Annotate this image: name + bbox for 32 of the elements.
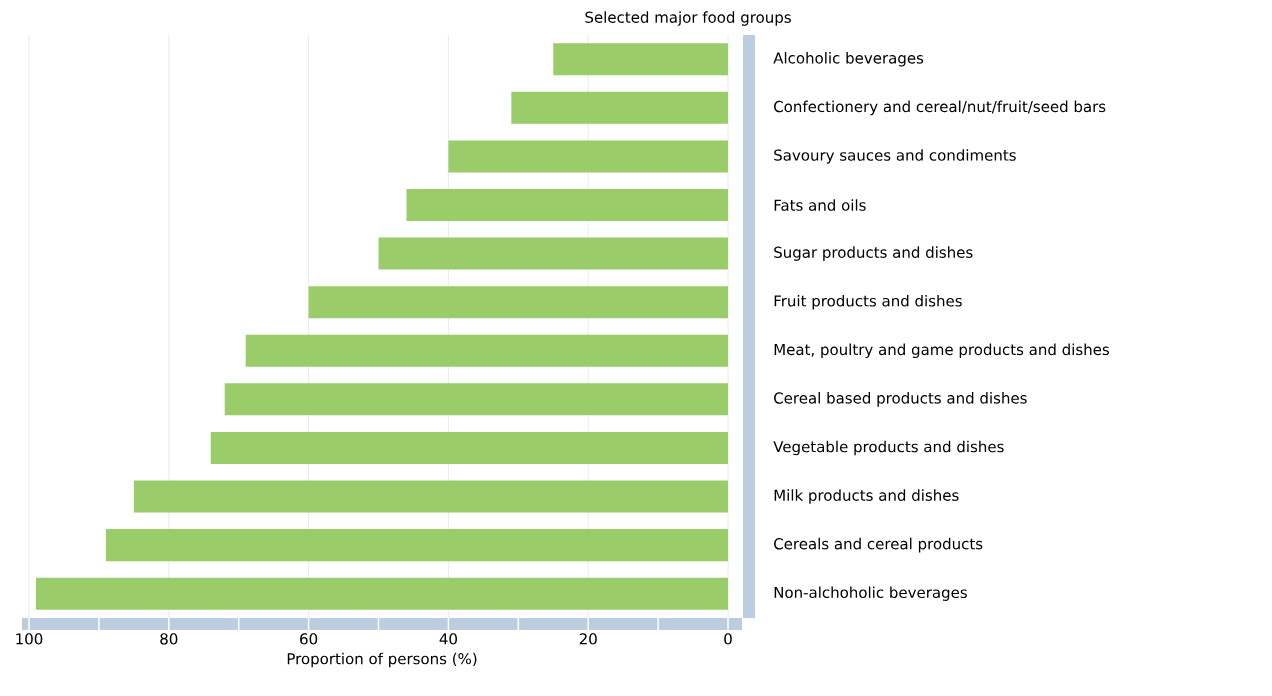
bar — [406, 189, 729, 222]
y-tick-label: Non-alchoholic beverages — [774, 586, 967, 601]
chart-title: Selected major food groups — [585, 11, 791, 26]
y-tick-label: Fruit products and dishes — [774, 294, 962, 310]
x-axis-title: Proportion of persons (%) — [287, 652, 477, 668]
y-tick-label: Savoury sauces and condiments — [774, 149, 1016, 164]
x-tick-label: 0 — [724, 633, 732, 645]
bar — [378, 237, 729, 270]
y-tick-label: Confectionery and cereal/nut/fruit/seed bars — [774, 100, 1106, 116]
x-tick-label: 20 — [579, 633, 597, 645]
x-tick-label: 60 — [300, 633, 318, 645]
x-tick-label: 40 — [439, 633, 457, 645]
y-tick-label: Vegetable products and dishes — [773, 440, 1004, 456]
bar — [511, 91, 729, 124]
bar — [245, 334, 729, 367]
bar — [308, 286, 729, 319]
y-tick-label: Sugar products and dishes — [774, 246, 973, 261]
x-tick-label: 100 — [16, 633, 43, 645]
y-tick-label: Milk products and dishes — [774, 489, 959, 504]
bar — [448, 140, 729, 173]
x-tick-label: 80 — [160, 633, 178, 645]
bar — [224, 383, 729, 416]
bar — [553, 43, 729, 76]
bar — [35, 577, 729, 610]
bar — [133, 480, 729, 513]
y-tick-label: Alcoholic beverages — [773, 52, 924, 67]
bar — [210, 431, 729, 464]
y-tick-label: Fats and oils — [774, 199, 866, 211]
bar — [105, 529, 729, 562]
y-tick-label: Meat, poultry and game products and dishes — [774, 343, 1109, 359]
y-tick-label: Cereals and cereal products — [774, 537, 983, 553]
y-tick-label: Cereal based products and dishes — [774, 392, 1027, 407]
